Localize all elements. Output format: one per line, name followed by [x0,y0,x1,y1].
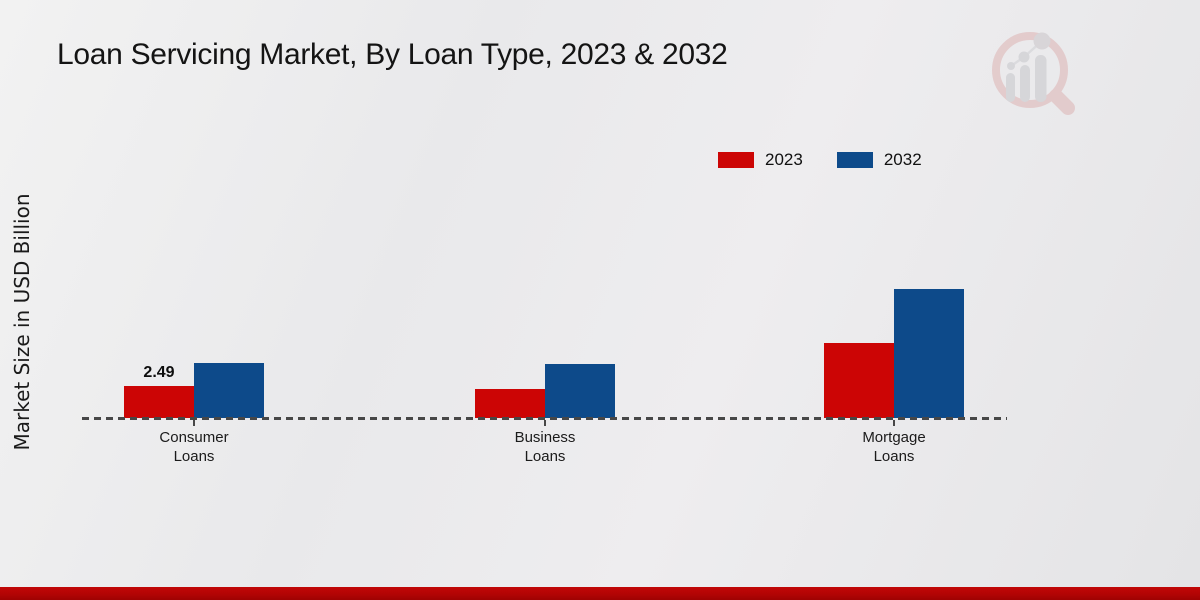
footer-accent-strip [0,587,1200,600]
category-label-line2: Loans [173,448,215,465]
legend-item-2032: 2032 [836,150,922,170]
legend: 2023 2032 [718,150,922,170]
category-label-line2: Loans [524,448,566,465]
bar-value-label: 2.49 [143,364,175,382]
legend-item-2023: 2023 [718,150,803,170]
bar-mortgage-loans-2023 [824,343,894,418]
x-axis-tick-mortgage [893,420,895,426]
bar-business-loans-2032 [545,364,615,418]
legend-label-2032: 2032 [883,150,922,169]
bar-mortgage-loans-2032 [894,289,964,418]
x-axis-tick-consumer [193,420,195,426]
y-axis-label: Market Size in USD Billion [10,193,34,451]
category-label-line2: Loans [873,448,915,465]
category-label-line1: Consumer [159,429,229,446]
category-label-business-loans: Business Loans [475,428,615,466]
x-axis-baseline [82,417,1007,420]
x-axis-tick-business [544,420,546,426]
bar-business-loans-2023 [475,389,545,418]
chart-title: Loan Servicing Market, By Loan Type, 202… [57,38,728,71]
bar-consumer-loans-2023 [124,386,194,418]
legend-swatch-2023 [718,152,754,168]
bar-consumer-loans-2032 [194,363,264,418]
category-label-line1: Mortgage [862,429,926,446]
category-label-mortgage-loans: Mortgage Loans [824,428,964,466]
legend-label-2023: 2023 [765,150,803,169]
market-research-magnifier-logo-icon [992,32,1075,115]
legend-swatch-2032 [836,152,873,168]
category-label-line1: Business [514,429,576,446]
category-label-consumer-loans: Consumer Loans [124,428,264,466]
